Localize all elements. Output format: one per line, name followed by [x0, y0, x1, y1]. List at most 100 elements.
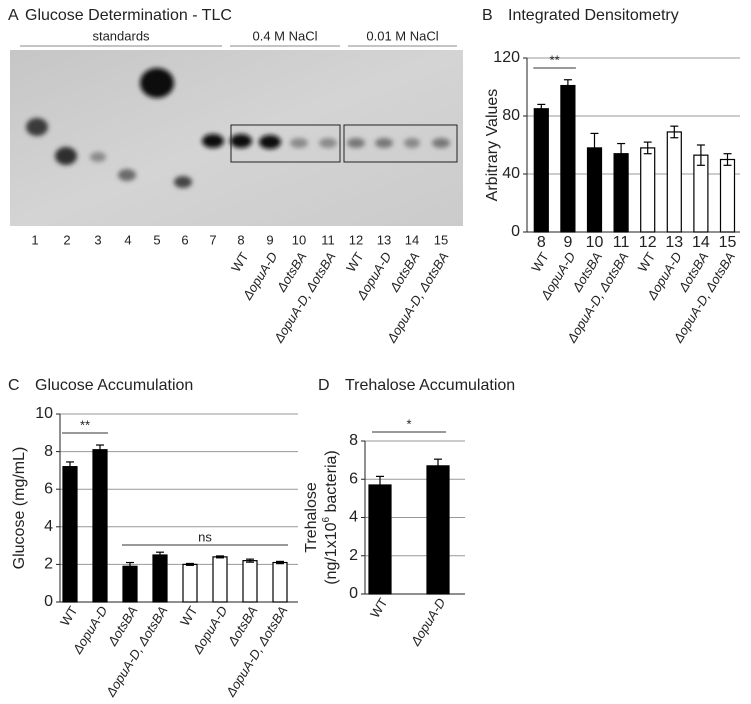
error-bar	[617, 142, 626, 165]
lane-number: 15	[434, 232, 448, 247]
lane-number: 4	[124, 232, 131, 247]
y-tick-label: 40	[502, 165, 520, 182]
tlc-spot	[375, 138, 393, 148]
error-bar	[126, 561, 134, 571]
bar	[533, 108, 549, 233]
x-tick-label: 15	[719, 234, 737, 251]
bar	[62, 466, 78, 603]
lane-number: 13	[377, 232, 391, 247]
highlight-box	[230, 124, 341, 163]
y-tick-label: 2	[44, 556, 53, 573]
panel-label: B	[482, 7, 493, 24]
error-bar	[434, 458, 442, 474]
significance-label: **	[550, 52, 560, 67]
tlc-spot	[202, 134, 224, 148]
error-bar	[643, 141, 652, 155]
significance-label: **	[80, 417, 90, 432]
y-tick-label: 0	[44, 593, 53, 610]
bar	[560, 84, 576, 233]
error-bar	[216, 555, 224, 559]
y-tick-label: 6	[44, 480, 53, 497]
x-tick-label: 12	[639, 234, 657, 251]
highlight-box	[343, 124, 458, 163]
y-tick-label: 0	[511, 223, 520, 240]
lane-number: 11	[321, 232, 335, 247]
significance-label: *	[406, 416, 411, 431]
y-tick-label: 4	[349, 509, 358, 526]
lane-number: 3	[94, 232, 101, 247]
y-tick-label: 4	[44, 518, 53, 535]
y-label-part: (ng/1x10	[323, 522, 340, 584]
error-bar	[670, 125, 679, 139]
tlc-spot	[230, 134, 252, 148]
tlc-spot	[290, 138, 308, 148]
strain-label: WT	[528, 249, 551, 274]
strain-label: WT	[177, 603, 200, 628]
strain-label: WT	[367, 595, 390, 620]
error-bar	[563, 79, 572, 92]
panel-title: Glucose Determination - TLC	[25, 7, 232, 24]
error-bar	[590, 132, 599, 163]
bar	[182, 563, 198, 603]
strain-label: WT	[228, 249, 251, 274]
lane-number: 9	[266, 232, 273, 247]
x-tick-label: 14	[692, 234, 710, 251]
y-axis-label: Arbitrary Values	[484, 89, 501, 202]
tlc-spot	[404, 138, 420, 148]
tlc-spot	[432, 138, 450, 148]
error-bar	[723, 153, 732, 166]
strain-label: WT	[57, 603, 80, 628]
tlc-spot	[319, 138, 337, 148]
bar	[212, 556, 228, 603]
lane-number: 5	[153, 232, 160, 247]
strain-label: ΔopuA-D, ΔotsBA	[222, 603, 290, 700]
x-tick-label: 8	[537, 234, 546, 251]
error-bar	[156, 551, 164, 559]
bar	[92, 449, 108, 603]
panel-label: A	[8, 7, 19, 24]
panel-title: Integrated Densitometry	[508, 7, 679, 24]
error-bar	[537, 103, 546, 114]
strain-label: WT	[343, 249, 366, 274]
bar	[693, 154, 709, 233]
tlc-spot	[118, 169, 136, 181]
error-bar	[246, 558, 254, 563]
tlc-spot	[55, 147, 77, 165]
tlc-spot	[259, 135, 281, 149]
bar	[426, 465, 450, 595]
y-axis-label: Glucose (mg/mL)	[11, 447, 28, 570]
tlc-spot	[347, 138, 365, 148]
bar	[152, 554, 168, 603]
strain-label: WT	[635, 249, 658, 274]
panel-title: Glucose Accumulation	[35, 377, 193, 394]
lane-number: 10	[292, 232, 306, 247]
x-tick-label: 10	[586, 234, 604, 251]
error-bar	[696, 144, 705, 166]
y-tick-label: 80	[502, 107, 520, 124]
error-bar	[96, 444, 104, 456]
bar	[640, 147, 656, 233]
y-tick-label: 2	[349, 547, 358, 564]
y-axis-label: (ng/1x106 bacteria)	[321, 450, 341, 585]
error-bar	[276, 560, 284, 565]
y-tick-label: 10	[35, 405, 53, 422]
bar	[719, 158, 736, 233]
group-label: 0.4 M NaCl	[252, 28, 317, 43]
y-tick-label: 0	[349, 585, 358, 602]
bar	[368, 484, 392, 595]
strain-label: ΔopuA-D	[407, 595, 448, 649]
tlc-spot	[174, 176, 192, 188]
panel-title: Trehalose Accumulation	[345, 377, 515, 394]
bar	[666, 131, 682, 233]
lane-number: 12	[349, 232, 363, 247]
bar	[122, 565, 138, 603]
group-label: standards	[92, 28, 150, 43]
tlc-spots	[26, 68, 450, 188]
lane-number: 14	[405, 232, 419, 247]
y-label-part: bacteria)	[323, 450, 340, 517]
y-tick-label: 120	[493, 49, 520, 66]
panel-label: D	[318, 377, 330, 394]
panel-label: C	[8, 377, 20, 394]
lane-number: 2	[63, 232, 70, 247]
